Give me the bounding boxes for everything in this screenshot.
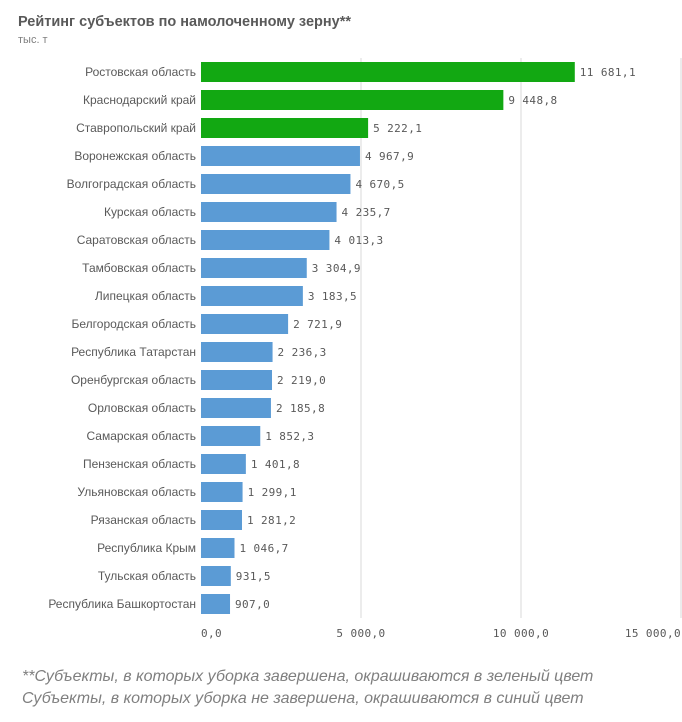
category-label: Краснодарский край [83,93,196,107]
bars-layer [201,62,575,614]
x-axis-ticks-layer: 0,0 5 000,0 10 000,0 15 000,0 [201,627,681,640]
value-label: 9 448,8 [508,94,557,107]
bar-16[interactable] [201,482,243,502]
value-labels-layer: 11 681,1 9 448,8 5 222,1 4 967,9 4 670,5 4 23… [235,66,636,611]
bar-6[interactable] [201,202,337,222]
category-label: Ростовская область [85,65,196,79]
x-tick-label: 0,0 [201,627,222,640]
value-label: 907,0 [235,598,270,611]
category-labels-layer: Ростовская область Краснодарский край Став… [48,65,196,611]
bar-7[interactable] [201,230,330,250]
category-label: Республика Башкортостан [48,597,196,611]
bar-13[interactable] [201,398,271,418]
value-label: 931,5 [236,570,271,583]
bar-20[interactable] [201,594,231,614]
category-label: Республика Крым [97,541,196,555]
category-label: Рязанская область [91,513,196,527]
value-label: 5 222,1 [373,122,422,135]
bar-11[interactable] [201,342,273,362]
x-tick-label: 5 000,0 [336,627,385,640]
value-label: 4 967,9 [365,150,414,163]
category-label: Волгоградская область [67,177,196,191]
category-label: Тамбовская область [82,261,196,275]
category-label: Воронежская область [74,149,196,163]
bar-9[interactable] [201,286,303,306]
chart-unit-subtitle: тыс. т [18,34,48,46]
category-label: Пензенская область [83,457,196,471]
value-label: 4 013,3 [334,234,383,247]
category-label: Республика Татарстан [71,345,196,359]
category-label: Орловская область [88,401,196,415]
x-tick-label: 10 000,0 [493,627,549,640]
value-label: 2 219,0 [277,374,326,387]
gridlines-layer [360,58,682,618]
bar-5[interactable] [201,174,351,194]
value-label: 1 299,1 [248,486,297,499]
bar-15[interactable] [201,454,246,474]
footnotes: **Субъекты, в которых уборка завершена, … [22,666,593,710]
value-label: 1 852,3 [265,430,314,443]
bar-17[interactable] [201,510,242,530]
value-label: 3 304,9 [312,262,361,275]
value-label: 2 236,3 [278,346,327,359]
category-label: Ставропольский край [76,121,196,135]
category-label: Ульяновская область [77,485,196,499]
category-label: Тульская область [98,569,196,583]
value-label: 1 401,8 [251,458,300,471]
value-label: 1 046,7 [239,542,288,555]
value-label: 4 235,7 [342,206,391,219]
value-label: 2 185,8 [276,402,325,415]
category-label: Самарская область [86,429,196,443]
x-tick-label: 15 000,0 [625,627,681,640]
bar-14[interactable] [201,426,261,446]
category-label: Саратовская область [77,233,196,247]
category-label: Белгородская область [72,317,196,331]
category-label: Оренбургская область [71,373,196,387]
category-label: Липецкая область [95,289,196,303]
bar-12[interactable] [201,370,273,390]
bar-3[interactable] [201,118,369,138]
chart-title: Рейтинг субъектов по намолоченному зерну… [18,14,351,30]
value-label: 11 681,1 [580,66,636,79]
value-label: 2 721,9 [293,318,342,331]
category-label: Курская область [104,205,196,219]
bar-10[interactable] [201,314,289,334]
footnote-green-meaning: **Субъекты, в которых уборка завершена, … [22,668,594,685]
bar-8[interactable] [201,258,307,278]
bar-1[interactable] [201,62,575,82]
bar-19[interactable] [201,566,231,586]
value-label: 1 281,2 [247,514,296,527]
value-label: 4 670,5 [355,178,404,191]
bar-18[interactable] [201,538,235,558]
value-label: 3 183,5 [308,290,357,303]
footnote-blue-meaning: Субъекты, в которых уборка не завершена,… [22,690,584,707]
bar-4[interactable] [201,146,360,166]
bar-chart: Ростовская область Краснодарский край Став… [48,58,682,640]
bar-2[interactable] [201,90,504,110]
